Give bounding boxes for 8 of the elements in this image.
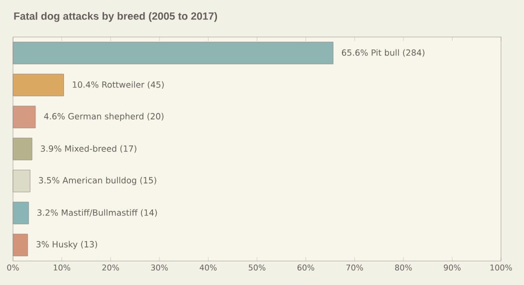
data-label: 65.6% Pit bull (284): [342, 49, 424, 57]
chart-title: Fatal dog attacks by breed (2005 to 2017): [14, 12, 218, 22]
data-label: 3.2% Mastiff/Bullmastiff (14): [37, 209, 157, 217]
data-label: 3% Husky (13): [36, 240, 98, 250]
data-label: 10.4% Rottweiler (45): [72, 81, 164, 89]
data-label: 3.5% American bulldog (15): [38, 176, 156, 186]
data-label: 4.6% German shepherd (20): [44, 112, 164, 122]
data-label: 3.9% Mixed-breed (17): [40, 145, 136, 153]
